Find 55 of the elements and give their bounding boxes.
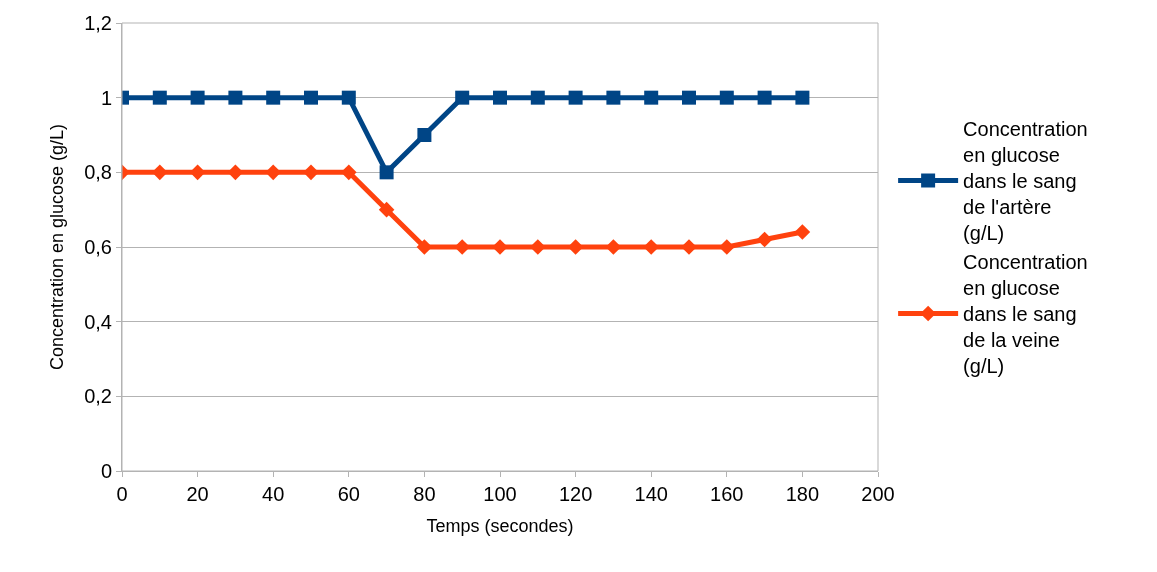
y-tick-label: 1,2 bbox=[84, 12, 112, 34]
y-tick-label: 0 bbox=[100, 460, 112, 482]
point bbox=[794, 224, 811, 240]
point bbox=[417, 128, 432, 142]
point bbox=[492, 239, 508, 255]
point bbox=[795, 90, 810, 105]
point bbox=[266, 90, 281, 105]
point bbox=[190, 90, 205, 105]
y-tick-label: 1 bbox=[100, 86, 112, 109]
x-tick-label: 100 bbox=[483, 483, 517, 505]
x-tick-label: 80 bbox=[413, 483, 436, 505]
point bbox=[189, 164, 206, 181]
point bbox=[455, 90, 470, 105]
x-tick-label: 20 bbox=[186, 483, 209, 505]
point bbox=[643, 239, 659, 255]
y-tick-label: 0,2 bbox=[84, 385, 112, 408]
point bbox=[682, 90, 696, 105]
y-tick-label: 0,8 bbox=[84, 161, 112, 184]
point bbox=[493, 90, 507, 105]
legend-label: Concentration en glucose dans le sang de la veine (g/L) bbox=[963, 251, 1088, 378]
point bbox=[719, 239, 735, 255]
point bbox=[303, 164, 319, 181]
point bbox=[378, 201, 395, 218]
x-tick-label: 40 bbox=[262, 483, 285, 505]
x-tick-label: 60 bbox=[337, 483, 360, 505]
y-tick-label: 0,4 bbox=[84, 310, 112, 333]
x-tick-label: 160 bbox=[710, 483, 744, 505]
point bbox=[454, 239, 470, 255]
x-axis-title: Temps (secondes) bbox=[426, 516, 574, 537]
point bbox=[152, 164, 168, 181]
point bbox=[265, 164, 281, 181]
point bbox=[719, 90, 734, 105]
point bbox=[757, 90, 772, 105]
point bbox=[644, 90, 659, 105]
x-tick-label: 180 bbox=[785, 483, 820, 505]
point bbox=[379, 165, 394, 180]
x-tick-label: 120 bbox=[558, 483, 593, 505]
point bbox=[341, 164, 357, 181]
y-axis-title: Concentration en glucose (g/L) bbox=[47, 123, 68, 371]
point bbox=[530, 239, 546, 255]
point bbox=[530, 90, 545, 105]
legend-label: Concentration en glucose dans le sang de l'artère (g/L) bbox=[963, 118, 1088, 245]
x-tick-label: 200 bbox=[861, 483, 895, 505]
point bbox=[228, 90, 243, 105]
point bbox=[568, 90, 583, 105]
y-tick-label: 0,6 bbox=[84, 236, 112, 258]
point bbox=[227, 164, 244, 181]
x-tick-label: 140 bbox=[634, 483, 668, 505]
point bbox=[681, 239, 697, 255]
point bbox=[341, 90, 356, 105]
point bbox=[304, 90, 318, 105]
point bbox=[756, 231, 773, 248]
point bbox=[152, 90, 167, 105]
x-tick-label: 0 bbox=[116, 483, 128, 505]
point bbox=[606, 90, 621, 105]
